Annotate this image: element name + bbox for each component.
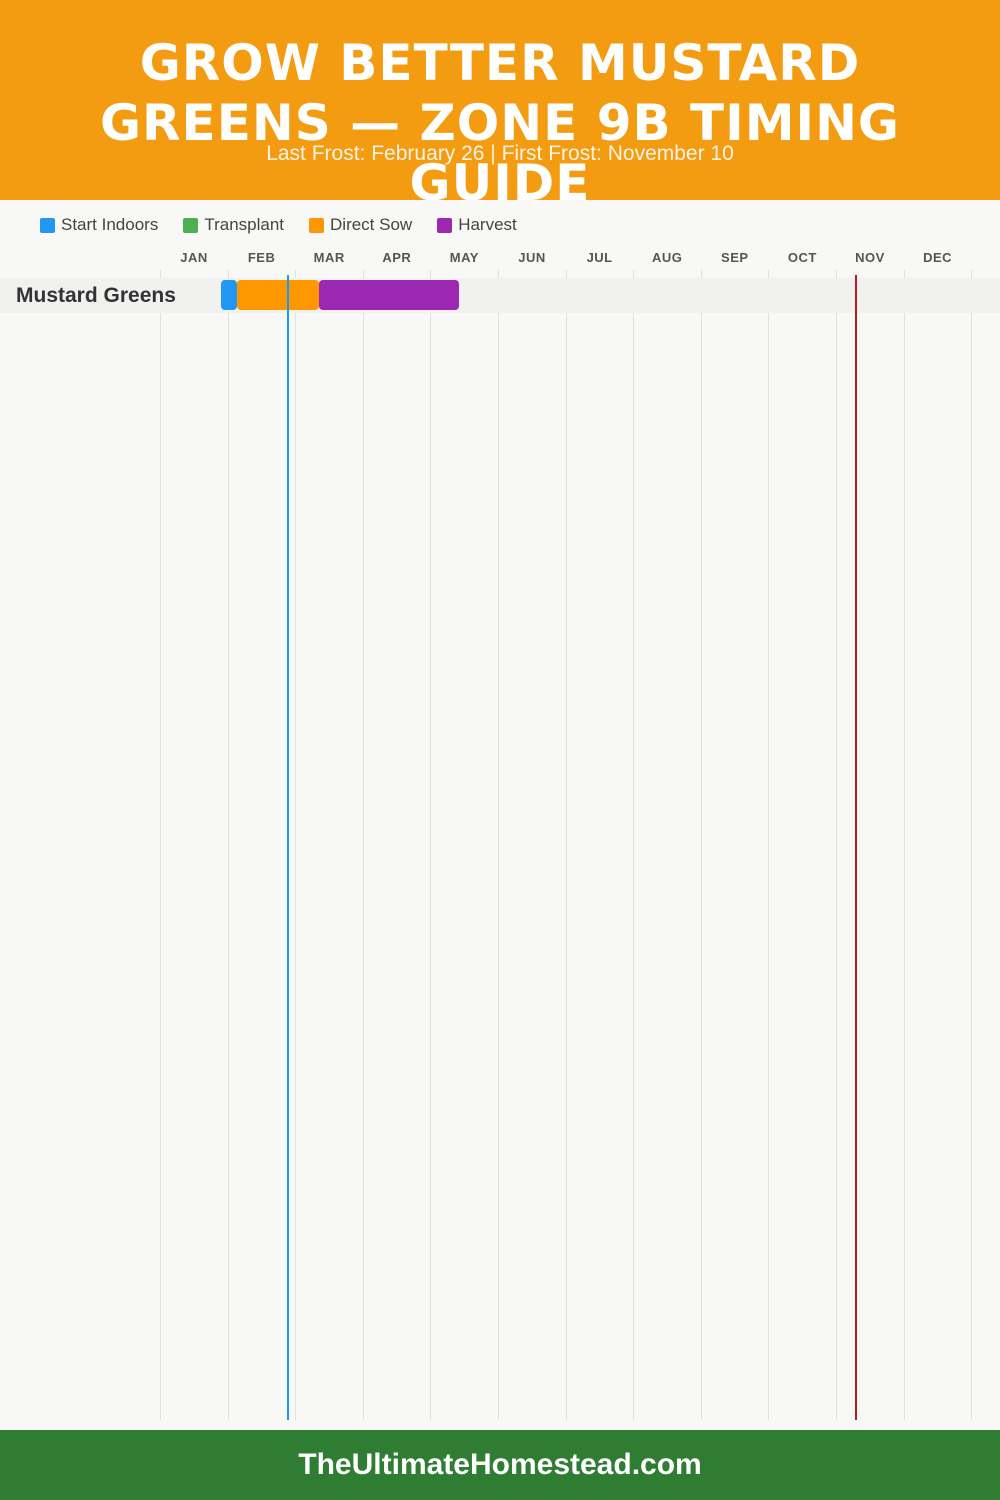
legend-label-harvest: Harvest bbox=[458, 215, 517, 234]
last-frost-line bbox=[286, 275, 289, 1420]
legend-swatch-start-indoors bbox=[40, 217, 55, 233]
month-label-sep: SEP bbox=[721, 250, 749, 265]
month-label-aug: AUG bbox=[651, 250, 683, 265]
footer-site-link[interactable]: TheUltimateHomestead.com bbox=[298, 1448, 702, 1481]
frost-dates-subtitle: Last Frost: February 26 | First Frost: N… bbox=[266, 142, 734, 165]
month-label-dec: DEC bbox=[923, 250, 953, 265]
crop-row bbox=[0, 278, 1000, 313]
month-gridline bbox=[362, 270, 364, 1420]
legend-swatch-harvest bbox=[437, 217, 453, 233]
legend-item-direct-sow: Direct Sow bbox=[309, 215, 412, 235]
legend-label-direct-sow: Direct Sow bbox=[330, 215, 413, 234]
month-gridline bbox=[227, 270, 229, 1420]
month-gridline bbox=[700, 270, 702, 1420]
page-title: GROW BETTER MUSTARD GREENS — ZONE 9B TIM… bbox=[100, 34, 900, 200]
month-gridline bbox=[565, 270, 567, 1420]
footer-banner: TheUltimateHomestead.com bbox=[0, 1430, 1000, 1500]
legend-swatch-transplant bbox=[183, 217, 199, 233]
month-gridline bbox=[633, 270, 635, 1420]
month-label-nov: NOV bbox=[855, 250, 885, 265]
legend-item-harvest: Harvest bbox=[437, 215, 517, 235]
legend-item-start-indoors: Start Indoors bbox=[40, 215, 158, 235]
month-gridline bbox=[903, 270, 905, 1420]
legend-label-start-indoors: Start Indoors bbox=[61, 215, 159, 234]
month-label-jul: JUL bbox=[586, 250, 613, 265]
month-label-may: MAY bbox=[449, 250, 479, 265]
month-gridline bbox=[836, 270, 837, 1420]
first-frost-line bbox=[855, 275, 858, 1420]
month-label-mar: MAR bbox=[313, 250, 345, 265]
month-label-oct: OCT bbox=[787, 250, 817, 265]
month-gridline bbox=[498, 270, 499, 1420]
month-gridline bbox=[768, 270, 770, 1420]
month-gridline bbox=[430, 270, 432, 1420]
bar-direct-sow[interactable] bbox=[237, 280, 320, 310]
legend: Start Indoors Transplant Direct Sow Harvest bbox=[40, 214, 542, 236]
month-label-apr: APR bbox=[382, 250, 412, 265]
legend-swatch-direct-sow bbox=[309, 217, 325, 233]
legend-label-transplant: Transplant bbox=[204, 215, 285, 234]
month-gridline bbox=[295, 270, 297, 1420]
header-banner: GROW BETTER MUSTARD GREENS — ZONE 9B TIM… bbox=[0, 0, 1000, 200]
bar-harvest[interactable] bbox=[319, 280, 459, 310]
month-label-jan: JAN bbox=[180, 250, 208, 265]
month-label-feb: FEB bbox=[247, 250, 276, 265]
month-label-jun: JUN bbox=[518, 250, 546, 265]
month-gridline bbox=[971, 270, 973, 1420]
legend-item-transplant: Transplant bbox=[183, 215, 284, 235]
bar-start-indoors[interactable] bbox=[221, 280, 238, 310]
month-gridline bbox=[160, 270, 161, 1420]
crop-row-label: Mustard Greens bbox=[16, 284, 176, 307]
